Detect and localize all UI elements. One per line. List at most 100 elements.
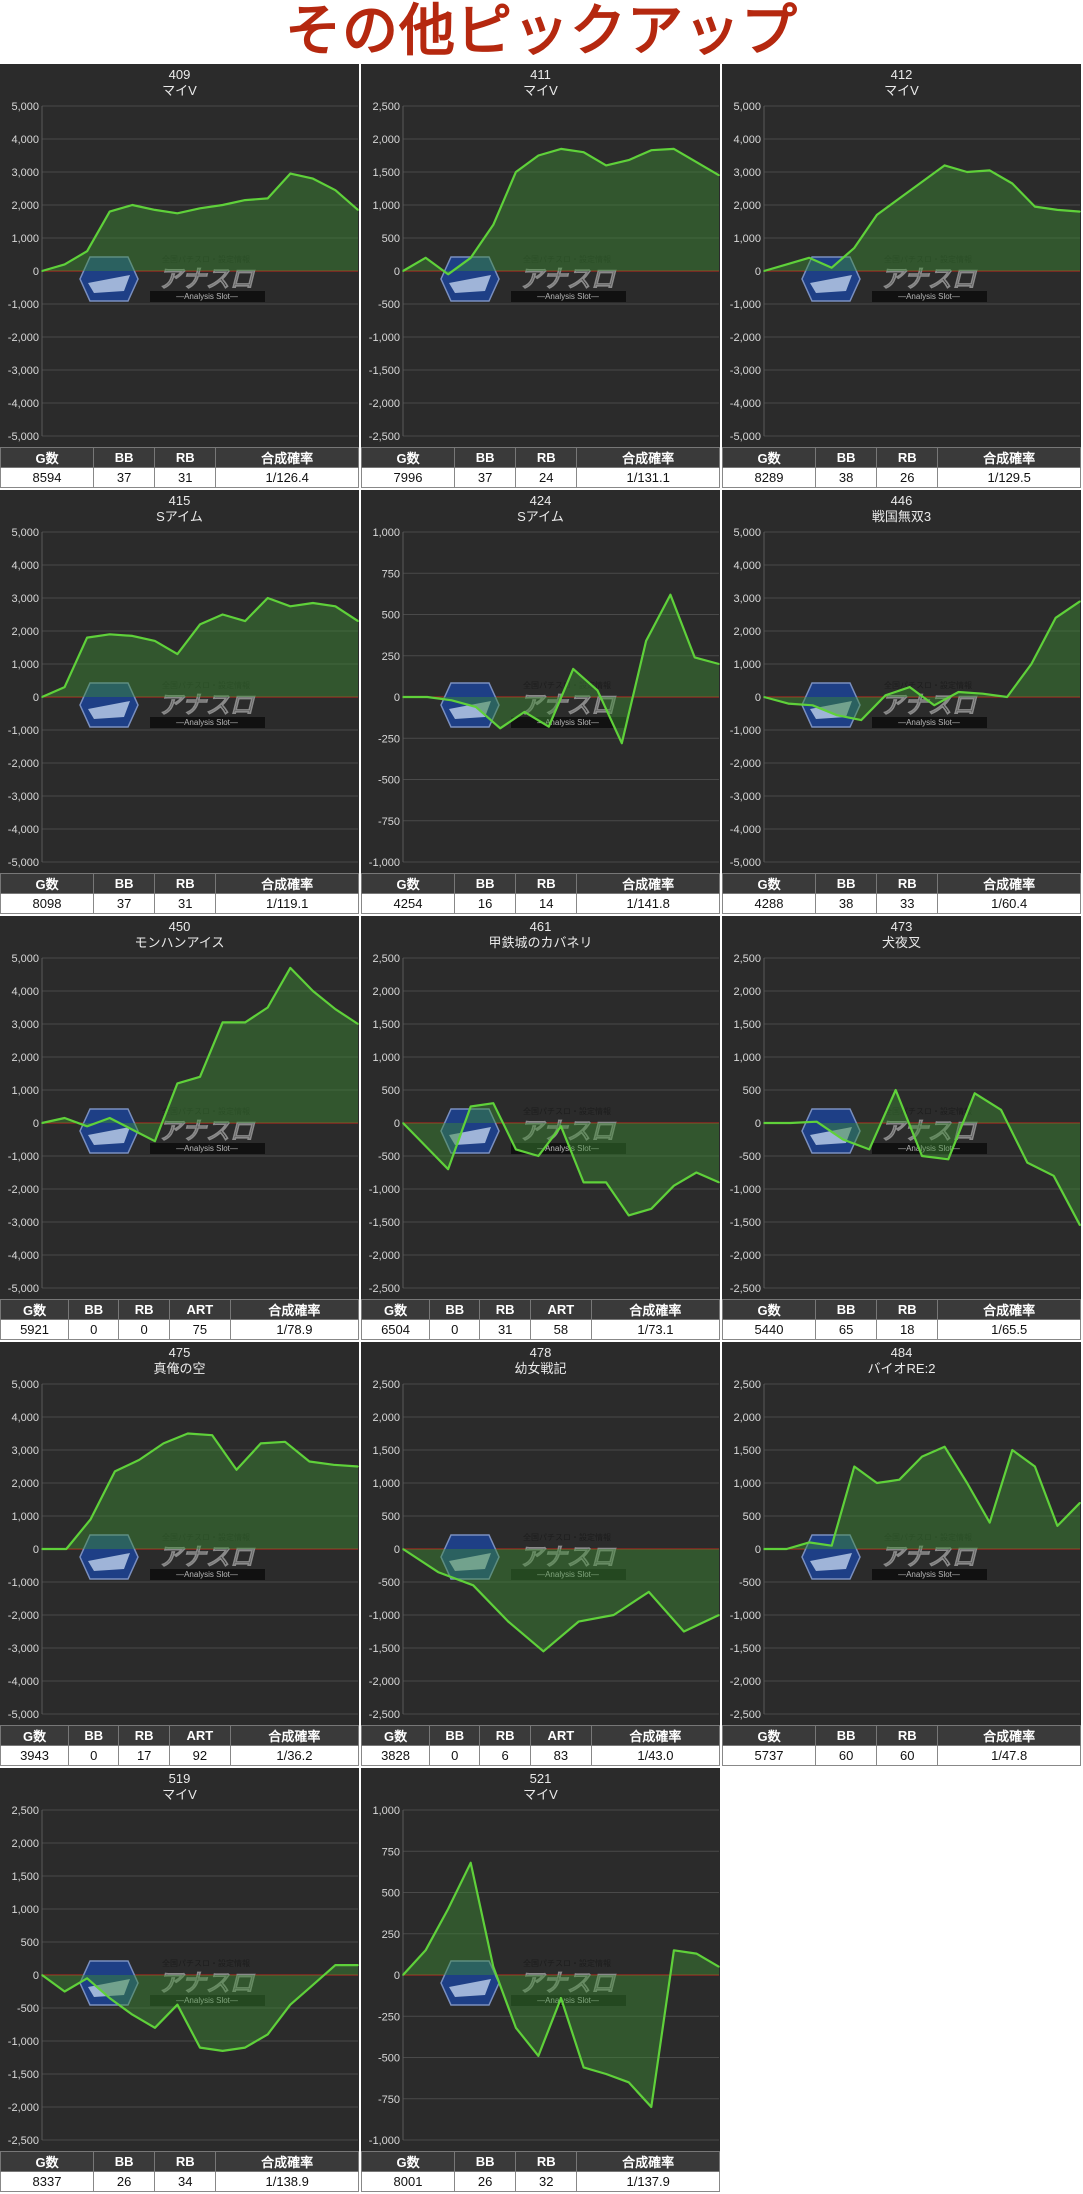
- machine-name: マイV: [162, 1787, 197, 1802]
- stats-header-cell: 合成確率: [937, 1299, 1081, 1320]
- y-tick-label: -2,500: [730, 1283, 761, 1295]
- stats-header-cell: ART: [529, 1725, 592, 1746]
- data-point: [1054, 617, 1057, 619]
- series-line: [763, 600, 1081, 722]
- stats-value-cell: 1/119.1: [215, 893, 359, 914]
- y-tick-label: 2,500: [733, 953, 761, 965]
- y-tick-label: -5,000: [8, 1283, 39, 1295]
- y-tick-label: -500: [17, 2003, 39, 2015]
- data-point: [1056, 209, 1059, 211]
- stats-value-cell: 1/138.9: [215, 2171, 359, 2192]
- y-tick-label: 0: [33, 1970, 39, 1982]
- data-point: [718, 1181, 720, 1184]
- y-tick-label: -5,000: [8, 1709, 39, 1721]
- data-point: [334, 1008, 337, 1010]
- y-tick-label: -4,000: [730, 398, 761, 410]
- y-tick-label: -4,000: [8, 824, 39, 836]
- machine-number: 484: [890, 1345, 913, 1360]
- machine-number: 478: [529, 1345, 552, 1360]
- data-point: [266, 2033, 269, 2036]
- data-point: [560, 148, 562, 150]
- series-area: [42, 967, 358, 1142]
- data-point: [469, 1105, 472, 1108]
- stats-header-row: G数 BB RB 合成確率: [361, 2151, 720, 2172]
- watermark-main-text: アナスロ: [158, 265, 256, 293]
- stats-value-cell: 1/36.2: [229, 1745, 359, 1766]
- data-point: [830, 1544, 833, 1547]
- data-point: [815, 1120, 818, 1123]
- watermark-top-text: 全国パチスロ・設定情報: [162, 1106, 250, 1116]
- stats-header-row: G数 BB RB ART 合成確率: [0, 1299, 359, 1320]
- stats-header-cell: G数: [361, 873, 456, 894]
- y-tick-label: -750: [378, 816, 400, 828]
- machine-name: Sアイム: [517, 509, 564, 524]
- y-tick-label: -2,500: [369, 431, 400, 443]
- data-point: [86, 636, 88, 639]
- data-point: [402, 1974, 404, 1976]
- y-tick-label: -2,500: [730, 1709, 761, 1721]
- data-point: [312, 1984, 314, 1986]
- y-tick-label: 1,000: [11, 1904, 39, 1916]
- data-point: [620, 742, 623, 744]
- y-tick-label: 2,000: [733, 626, 761, 638]
- data-point: [560, 1125, 562, 1128]
- data-point: [41, 1974, 43, 1976]
- chart-panel: 2,500 2,000 1,500 1,000 500 0 -500 -1,000 -1,500…: [361, 1342, 720, 1766]
- watermark-top-text: 全国パチスロ・設定情報: [884, 254, 972, 264]
- data-point: [402, 270, 404, 272]
- y-tick-label: -1,000: [369, 1610, 400, 1622]
- stats-value-cell: 1/131.1: [576, 467, 720, 488]
- data-point: [683, 1630, 685, 1633]
- stats-value-cell: 37: [93, 893, 156, 914]
- stats-value-cell: 60: [815, 1745, 878, 1766]
- stats-value-cell: 8594: [0, 467, 95, 488]
- watermark-sub-text: —Analysis Slot—: [898, 1144, 960, 1153]
- stats-value-cell: 14: [515, 893, 578, 914]
- y-tick-label: 1,000: [11, 1511, 39, 1523]
- y-tick-label: 0: [33, 1544, 39, 1556]
- series-area: [764, 1090, 1080, 1226]
- stats-value-cell: 26: [93, 2171, 156, 2192]
- data-point: [63, 686, 66, 688]
- y-tick-label: -500: [378, 1577, 400, 1589]
- stats-value-cell: 0: [429, 1319, 481, 1340]
- data-point: [424, 257, 427, 259]
- data-point: [244, 1021, 246, 1024]
- data-point: [853, 1465, 856, 1468]
- y-tick-label: -4,000: [8, 1676, 39, 1688]
- data-point: [469, 257, 472, 259]
- stats-value-cell: 6: [479, 1745, 531, 1766]
- y-tick-label: 2,000: [11, 1838, 39, 1850]
- y-tick-label: 1,000: [733, 659, 761, 671]
- data-point: [860, 719, 863, 721]
- data-point: [424, 1949, 427, 1952]
- stats-value-cell: 38: [815, 893, 878, 914]
- stats-header-cell: RB: [876, 1725, 939, 1746]
- y-tick-label: 1,500: [11, 1871, 39, 1883]
- y-tick-label: -2,500: [369, 1283, 400, 1295]
- watermark-main-text: アナスロ: [880, 1543, 978, 1571]
- data-point: [718, 1614, 720, 1616]
- stats-value-cell: 58: [529, 1319, 592, 1340]
- page-title: その他ピックアップ: [285, 0, 798, 64]
- data-point: [176, 2003, 179, 2006]
- watermark-sub-text: —Analysis Slot—: [176, 1996, 238, 2005]
- y-tick-label: -1,000: [730, 299, 761, 311]
- stats-value-cell: 6504: [361, 1319, 431, 1340]
- stats-header-cell: G数: [722, 873, 817, 894]
- data-point: [507, 1620, 510, 1623]
- data-point: [86, 250, 88, 252]
- stats-header-cell: BB: [454, 2151, 517, 2172]
- chart-title: 461 甲鉄城のカバネリ: [361, 919, 720, 951]
- y-tick-label: 500: [382, 1888, 400, 1900]
- data-point: [811, 704, 814, 707]
- data-point: [577, 1620, 580, 1623]
- data-point: [176, 653, 179, 655]
- stats-header-cell: 合成確率: [229, 1299, 359, 1320]
- data-point: [266, 1006, 269, 1009]
- y-tick-label: 1,000: [733, 1052, 761, 1064]
- y-tick-label: -2,000: [369, 1250, 400, 1262]
- y-tick-label: 4,000: [733, 560, 761, 572]
